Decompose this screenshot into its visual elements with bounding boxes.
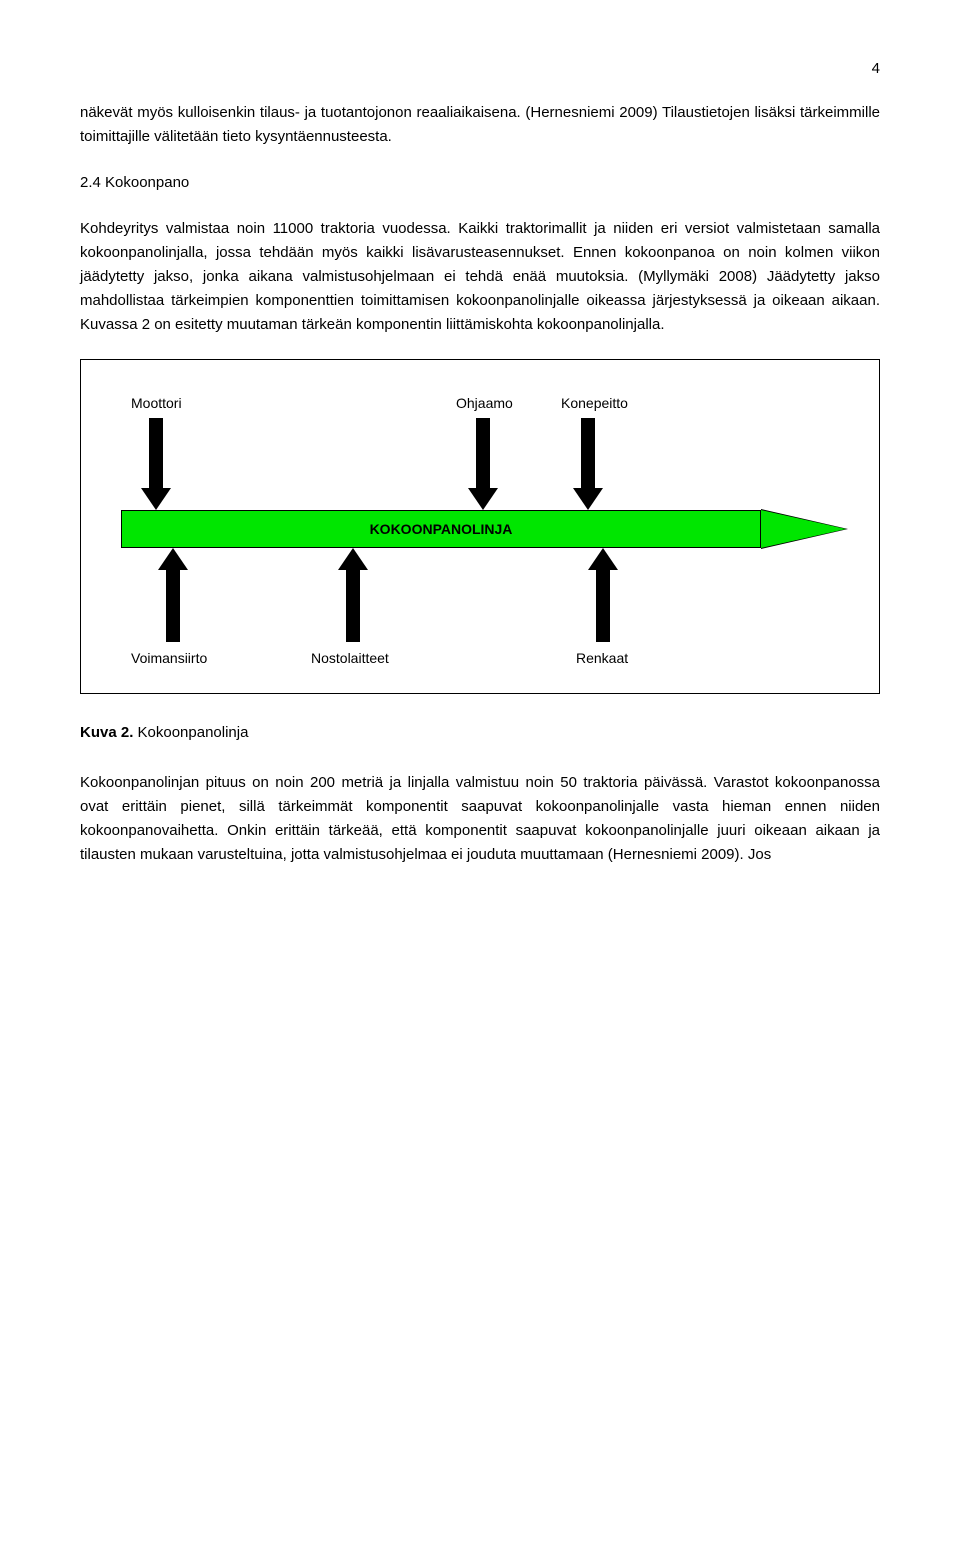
arrow-up-1 bbox=[346, 548, 360, 642]
paragraph-3: Kokoonpanolinjan pituus on noin 200 metr… bbox=[80, 771, 880, 867]
page-number: 4 bbox=[80, 60, 880, 77]
top-label-2: Konepeitto bbox=[561, 395, 628, 411]
paragraph-2: Kohdeyritys valmistaa noin 11000 traktor… bbox=[80, 217, 880, 337]
caption-text: Kokoonpanolinja bbox=[133, 724, 248, 741]
arrow-shaft-icon bbox=[149, 418, 163, 488]
arrow-up-2 bbox=[596, 548, 610, 642]
arrow-down-0 bbox=[149, 418, 163, 510]
arrow-shaft-icon bbox=[581, 418, 595, 488]
arrow-head-up-icon bbox=[338, 548, 368, 570]
arrow-up-0 bbox=[166, 548, 180, 642]
assembly-line-bar: KOKOONPANOLINJA bbox=[121, 510, 761, 548]
figure-assembly-line: KOKOONPANOLINJA Moottori Ohjaamo Konepeitto… bbox=[80, 359, 880, 694]
caption-label: Kuva 2. bbox=[80, 724, 133, 741]
arrow-head-up-icon bbox=[158, 548, 188, 570]
figure-caption: Kuva 2. Kokoonpanolinja bbox=[80, 724, 880, 741]
arrow-shaft-icon bbox=[346, 570, 360, 642]
arrow-head-up-icon bbox=[588, 548, 618, 570]
heading-kokoonpano: 2.4 Kokoonpano bbox=[80, 171, 880, 195]
arrow-down-1 bbox=[476, 418, 490, 510]
arrow-head-down-icon bbox=[468, 488, 498, 510]
arrow-head-down-icon bbox=[141, 488, 171, 510]
assembly-line-tip bbox=[761, 510, 846, 548]
bottom-label-1: Nostolaitteet bbox=[311, 650, 389, 666]
top-label-0: Moottori bbox=[131, 395, 182, 411]
bottom-label-2: Renkaat bbox=[576, 650, 628, 666]
arrow-down-2 bbox=[581, 418, 595, 510]
paragraph-1: näkevät myös kulloisenkin tilaus- ja tuo… bbox=[80, 101, 880, 149]
bottom-label-0: Voimansiirto bbox=[131, 650, 207, 666]
arrow-shaft-icon bbox=[476, 418, 490, 488]
top-label-1: Ohjaamo bbox=[456, 395, 513, 411]
arrow-shaft-icon bbox=[596, 570, 610, 642]
arrow-head-down-icon bbox=[573, 488, 603, 510]
arrow-shaft-icon bbox=[166, 570, 180, 642]
